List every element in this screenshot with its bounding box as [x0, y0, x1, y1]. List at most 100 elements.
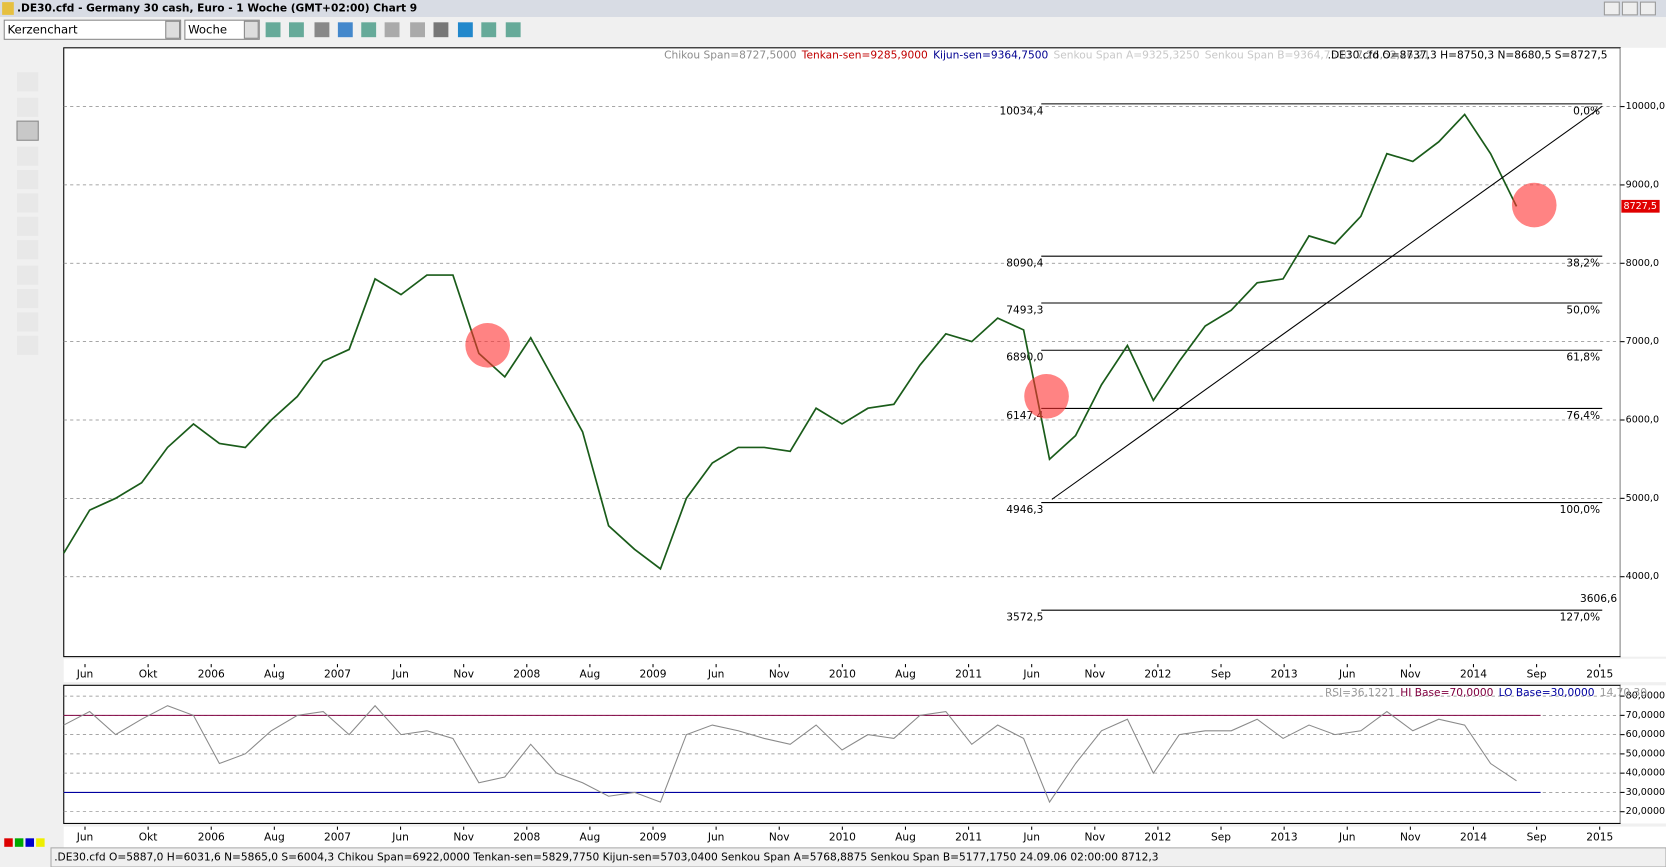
- tool-icon[interactable]: [314, 22, 330, 38]
- x-tick-label: Jun: [1022, 668, 1040, 681]
- tool-button[interactable]: [17, 265, 39, 285]
- x-tick-label: 2008: [513, 668, 540, 681]
- minimize-button[interactable]: [1603, 1, 1620, 16]
- x-tick-label: Nov: [1400, 668, 1421, 681]
- x-tick-label: 2013: [1271, 830, 1298, 843]
- indicator-label: Tenkan-sen=9285,9000: [801, 48, 928, 61]
- highlight-circle: [1024, 374, 1069, 419]
- price-line: [63, 704, 1517, 804]
- y-tick-label: 80,0000: [1626, 691, 1665, 702]
- status-text: .DE30.cfd O=5887,0 H=6031,6 N=5865,0 S=6…: [54, 850, 1158, 863]
- x-tick-label: 2010: [829, 668, 856, 681]
- x-tick-label: Jun: [76, 668, 94, 681]
- fib-percent-label: 61,8%: [1566, 351, 1600, 364]
- annotation: 3606,6: [1580, 592, 1617, 605]
- window-title: .DE30.cfd - Germany 30 cash, Euro - 1 Wo…: [17, 2, 417, 15]
- tool-icon[interactable]: [481, 22, 497, 38]
- fib-price-label: 4946,3: [1006, 503, 1043, 516]
- close-button[interactable]: [1639, 1, 1656, 16]
- y-tick-label: 5000,0: [1626, 493, 1659, 504]
- x-tick-label: Jun: [707, 830, 725, 843]
- rsi-panel: [63, 684, 1621, 824]
- x-tick-label: 2015: [1586, 830, 1613, 843]
- x-tick-label: 2014: [1460, 830, 1487, 843]
- x-tick-label: 2013: [1271, 668, 1298, 681]
- x-tick-label: Sep: [1527, 830, 1547, 843]
- maximize-button[interactable]: [1621, 1, 1638, 16]
- left-toolbar[interactable]: [16, 72, 39, 355]
- fib-percent-label: 127,0%: [1560, 611, 1600, 624]
- fib-price-label: 8090,4: [1006, 257, 1043, 270]
- tool-icon[interactable]: [337, 22, 353, 38]
- x-tick-label: Jun: [391, 830, 409, 843]
- tool-icon[interactable]: [384, 22, 400, 38]
- tool-button[interactable]: [16, 120, 39, 141]
- price-line: [63, 113, 1518, 571]
- tool-icon[interactable]: [505, 22, 521, 38]
- tool-button[interactable]: [17, 72, 39, 92]
- x-tick-label: Nov: [1400, 830, 1421, 843]
- color-swatch[interactable]: [36, 838, 45, 847]
- y-tick-label: 7000,0: [1626, 336, 1659, 347]
- tool-icon[interactable]: [457, 22, 473, 38]
- x-tick-label: Nov: [769, 830, 790, 843]
- window-buttons[interactable]: [1603, 1, 1656, 16]
- dropdown-arrow[interactable]: [243, 20, 259, 39]
- indicator-label: 7,26,52,26,21: [1356, 48, 1430, 61]
- tool-button[interactable]: [17, 193, 39, 213]
- dropdown-arrow[interactable]: [165, 20, 181, 39]
- price-scale: [1620, 47, 1666, 657]
- price-panel: [63, 47, 1621, 658]
- tool-button[interactable]: [17, 170, 39, 190]
- tool-icon[interactable]: [361, 22, 377, 38]
- tool-button[interactable]: [17, 289, 39, 309]
- x-tick-label: 2011: [955, 830, 982, 843]
- x-tick-label: Aug: [895, 668, 916, 681]
- status-bar: [50, 847, 1666, 867]
- x-tick-label: Okt: [139, 668, 158, 681]
- y-tick-label: 10000,0: [1626, 101, 1665, 112]
- tool-button[interactable]: [17, 216, 39, 236]
- fib-percent-label: 76,4%: [1566, 409, 1600, 422]
- x-tick-label: 2012: [1144, 830, 1171, 843]
- x-axis-strip: [63, 658, 1666, 683]
- x-tick-label: 2014: [1460, 668, 1487, 681]
- tool-button[interactable]: [17, 240, 39, 260]
- tool-button[interactable]: [17, 312, 39, 332]
- y-tick-label: 40,0000: [1626, 768, 1665, 779]
- x-tick-label: Sep: [1527, 668, 1547, 681]
- x-tick-label: Okt: [139, 830, 158, 843]
- y-tick-label: 50,0000: [1626, 748, 1665, 759]
- tool-icon[interactable]: [265, 22, 281, 38]
- color-swatch[interactable]: [4, 838, 13, 847]
- tool-button[interactable]: [17, 146, 39, 166]
- fib-percent-label: 0,0%: [1573, 104, 1600, 117]
- period-select[interactable]: [184, 19, 260, 40]
- color-swatch[interactable]: [25, 838, 35, 847]
- tool-icon[interactable]: [410, 22, 425, 38]
- x-tick-label: 2009: [640, 830, 667, 843]
- color-swatch[interactable]: [14, 838, 24, 847]
- y-tick-label: 4000,0: [1626, 571, 1659, 582]
- x-tick-label: Sep: [1211, 830, 1231, 843]
- y-tick-label: 60,0000: [1626, 729, 1665, 740]
- y-tick-label: 9000,0: [1626, 179, 1659, 190]
- x-tick-label: Jun: [391, 668, 409, 681]
- tool-icon[interactable]: [289, 22, 304, 38]
- x-tick-label: Aug: [895, 830, 916, 843]
- indicator-label: 14,70,30: [1600, 686, 1647, 699]
- chart-type-value: Kerzenchart: [7, 22, 78, 36]
- x-tick-label: 2006: [198, 830, 225, 843]
- tool-button[interactable]: [17, 335, 39, 355]
- chart-type-select[interactable]: [3, 19, 182, 40]
- x-tick-label: 2010: [829, 830, 856, 843]
- x-tick-label: Nov: [453, 668, 474, 681]
- tool-button[interactable]: [17, 97, 39, 117]
- tool-icon[interactable]: [433, 22, 449, 38]
- highlight-circle: [465, 323, 510, 368]
- x-tick-label: 2012: [1144, 668, 1171, 681]
- toolbar-icons[interactable]: [265, 22, 521, 38]
- x-tick-label: 2015: [1586, 668, 1613, 681]
- fib-price-label: 10034,4: [1000, 104, 1044, 117]
- indicator-label: Kijun-sen=9364,7500: [933, 48, 1048, 61]
